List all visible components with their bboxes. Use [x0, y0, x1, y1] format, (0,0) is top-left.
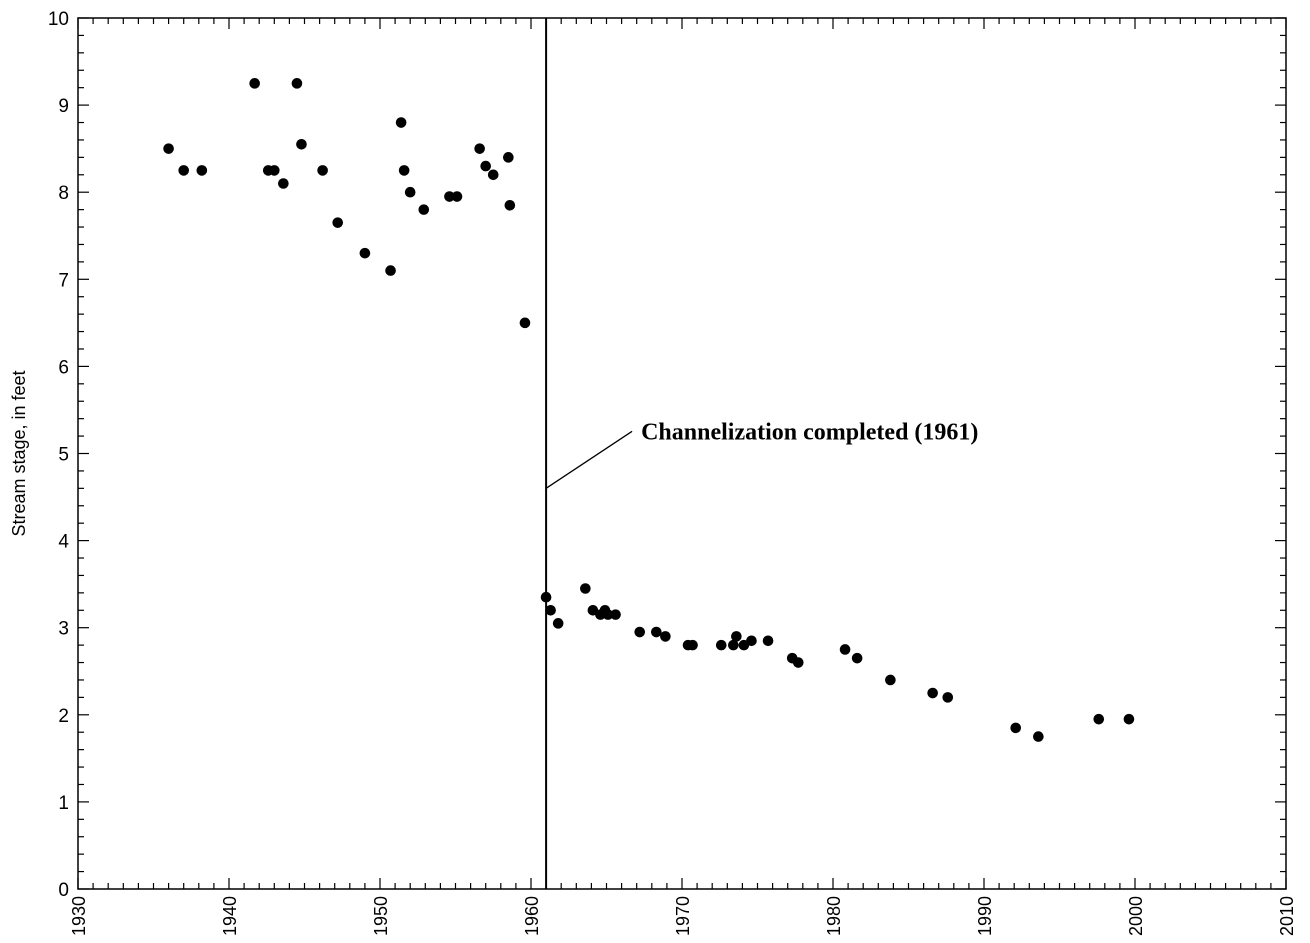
- data-point: [851, 652, 863, 664]
- x-tick-label: 1930: [69, 896, 89, 936]
- data-point: [1010, 722, 1022, 734]
- x-tick-label: 2000: [1126, 896, 1146, 936]
- data-point: [731, 631, 742, 642]
- x-tick-label: 1960: [522, 896, 542, 936]
- data-point: [196, 165, 208, 176]
- y-tick-label: 5: [58, 445, 69, 466]
- plot-border: [77, 17, 1287, 890]
- data-point: [278, 178, 289, 189]
- x-tick-label: 1950: [371, 896, 391, 936]
- data-points: [163, 78, 1135, 742]
- data-point: [927, 687, 938, 699]
- y-tick-label: 9: [58, 96, 69, 117]
- data-point: [552, 618, 564, 629]
- y-tick-label: 8: [58, 183, 69, 204]
- y-tick-label: 3: [58, 619, 69, 640]
- data-point: [163, 143, 174, 154]
- data-point: [687, 639, 698, 651]
- data-point: [504, 199, 516, 211]
- data-point: [660, 631, 671, 642]
- data-point: [317, 165, 328, 176]
- data-point: [503, 152, 514, 163]
- y-tick-label: 6: [58, 357, 69, 378]
- data-point: [885, 674, 896, 686]
- y-tick-label: 10: [48, 9, 69, 30]
- x-tick-label: 1940: [220, 896, 240, 936]
- data-point: [296, 138, 307, 150]
- y-tick-label: 4: [58, 532, 69, 553]
- y-axis-title: Stream stage, in feet: [9, 370, 29, 536]
- data-point: [404, 186, 416, 198]
- data-point: [540, 591, 552, 603]
- data-point: [451, 191, 463, 202]
- data-point: [474, 143, 485, 154]
- x-tick-label: 2010: [1277, 896, 1297, 936]
- data-point: [418, 204, 430, 215]
- y-tick-label: 2: [58, 706, 69, 727]
- data-point: [291, 78, 303, 89]
- data-point: [385, 265, 396, 276]
- data-point: [398, 165, 410, 176]
- data-point: [634, 626, 646, 638]
- data-point: [480, 160, 492, 172]
- data-point: [651, 626, 662, 638]
- data-point: [580, 583, 591, 594]
- data-point: [444, 191, 455, 202]
- data-point: [728, 639, 739, 651]
- x-tick-label: 1970: [673, 896, 693, 936]
- y-tick-label: 7: [58, 270, 69, 291]
- annotation-leader-line: [545, 430, 633, 489]
- data-point: [178, 165, 189, 176]
- y-tick-label: 1: [58, 793, 69, 814]
- data-point: [1093, 713, 1105, 725]
- data-point: [715, 639, 727, 651]
- data-point: [359, 247, 371, 259]
- y-tick-label: 0: [58, 880, 69, 901]
- data-point: [519, 317, 531, 329]
- data-point: [839, 644, 851, 655]
- data-point: [792, 657, 804, 668]
- data-point: [610, 609, 621, 620]
- data-point: [1123, 713, 1135, 725]
- x-tick-label: 1990: [975, 896, 995, 936]
- data-point: [249, 78, 260, 89]
- axis-ticks: [77, 17, 1287, 890]
- y-tick-labels: 0 1 2 3 4 5 6 7 8 9 10: [48, 9, 70, 901]
- data-point: [746, 635, 757, 647]
- data-point: [395, 117, 407, 128]
- data-point: [545, 604, 556, 616]
- x-tick-labels: 1930 1940 1950 1960 1970 1980 1990 2000 2010: [69, 896, 1297, 936]
- data-point: [332, 217, 344, 228]
- data-point: [762, 635, 774, 647]
- annotation-channelization: Channelization completed (1961): [641, 419, 978, 445]
- data-point: [487, 169, 499, 181]
- plot-frame: [77, 17, 1287, 890]
- data-point: [602, 609, 614, 620]
- data-point: [269, 165, 280, 176]
- data-point: [942, 692, 954, 703]
- data-point: [1033, 731, 1044, 742]
- x-tick-label: 1980: [824, 896, 844, 936]
